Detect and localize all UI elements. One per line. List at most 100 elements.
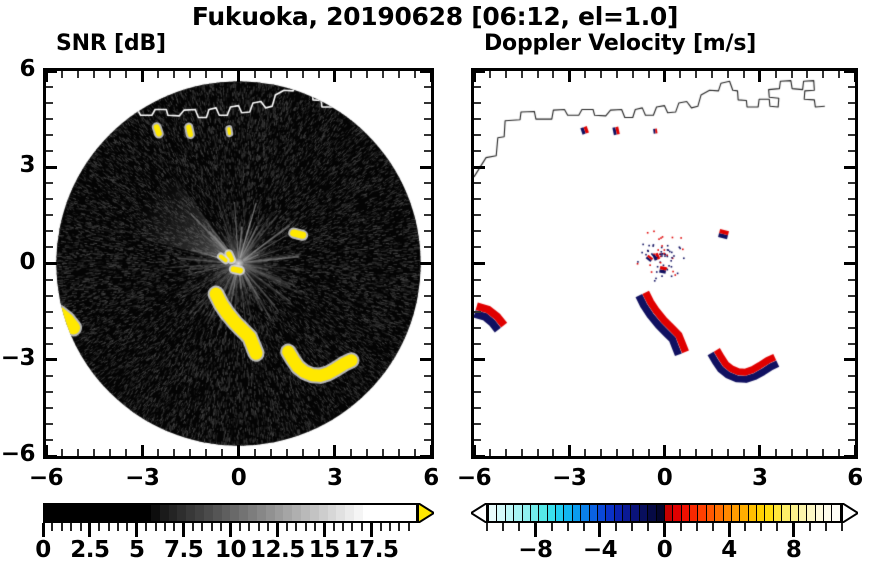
colorbar-minor-tick <box>304 523 307 531</box>
y-minor-tick <box>848 198 855 201</box>
x-major-tick <box>333 71 337 82</box>
x-minor-tick <box>727 449 729 456</box>
x-major-tick <box>44 445 48 456</box>
y-minor-tick <box>46 278 53 281</box>
y-major-tick <box>844 454 855 458</box>
colorbar-minor-tick <box>248 523 251 531</box>
colorbar-minor-tick <box>163 523 166 531</box>
colorbar-minor-tick <box>360 523 363 531</box>
y-axis-tick-label: −6 <box>0 441 36 467</box>
colorbar-minor-tick <box>407 523 410 531</box>
colorbar-minor-tick <box>808 523 811 531</box>
x-major-tick <box>140 445 144 456</box>
y-minor-tick <box>474 422 481 425</box>
x-minor-tick <box>711 449 714 456</box>
y-minor-tick <box>474 438 481 441</box>
x-minor-tick <box>317 71 320 78</box>
colorbar-minor-tick <box>711 523 714 531</box>
doppler-colorbar-gradient <box>487 503 842 523</box>
y-minor-tick <box>474 214 481 217</box>
colorbar-major-tick <box>275 523 279 537</box>
x-minor-tick <box>631 71 634 78</box>
y-minor-tick <box>424 294 431 297</box>
x-major-tick <box>853 71 857 82</box>
y-minor-tick <box>848 86 855 89</box>
y-minor-tick <box>474 86 481 89</box>
y-minor-tick <box>848 278 855 281</box>
colorbar-minor-tick <box>647 523 650 531</box>
colorbar-minor-tick <box>126 523 129 531</box>
y-major-tick <box>844 358 855 362</box>
y-major-tick <box>474 262 485 265</box>
x-axis-tick-label: −6 <box>456 465 492 491</box>
x-minor-tick <box>631 449 634 456</box>
snr-plot-area <box>46 71 431 456</box>
x-major-tick <box>429 71 433 82</box>
doppler-radar-image <box>474 71 855 456</box>
colorbar-tick-label: 17.5 <box>343 537 399 563</box>
y-minor-tick <box>46 406 53 409</box>
x-minor-tick <box>253 71 256 78</box>
y-minor-tick <box>474 182 481 185</box>
y-major-tick <box>420 454 431 458</box>
y-minor-tick <box>46 198 53 201</box>
x-minor-tick <box>647 71 650 78</box>
doppler-colorbar: −8 −4 0 4 8 <box>471 503 858 567</box>
y-major-tick <box>844 69 855 73</box>
y-minor-tick <box>474 310 481 313</box>
colorbar-minor-tick <box>582 523 585 531</box>
x-minor-tick <box>301 71 304 78</box>
snr-colorbar: 0 2.5 5 7.5 10 12.5 15 17.5 <box>35 503 434 567</box>
colorbar-tick-label: 12.5 <box>250 537 305 563</box>
x-minor-tick <box>349 449 352 456</box>
y-major-tick <box>474 69 485 73</box>
snr-colorbar-gradient <box>43 503 418 523</box>
colorbar-minor-tick <box>107 523 110 531</box>
x-minor-tick <box>77 71 80 78</box>
y-minor-tick <box>46 326 53 329</box>
y-minor-tick <box>474 342 481 345</box>
y-minor-tick <box>848 326 855 329</box>
x-axis-tick-label: −3 <box>125 465 160 491</box>
doppler-panel-title: Doppler Velocity [m/s] <box>484 31 757 56</box>
y-minor-tick <box>46 118 53 121</box>
x-minor-tick <box>806 449 809 456</box>
y-minor-tick <box>848 214 855 217</box>
x-minor-tick <box>774 71 777 78</box>
y-minor-tick <box>848 390 855 393</box>
colorbar-tick-label: 15 <box>308 537 341 563</box>
snr-colorbar-over-arrow <box>418 503 434 523</box>
y-minor-tick <box>848 230 855 233</box>
x-minor-tick <box>806 71 809 78</box>
doppler-plot-panel[interactable] <box>471 68 858 459</box>
x-minor-tick <box>679 71 682 78</box>
x-axis-tick-label: 6 <box>847 465 863 491</box>
x-minor-tick <box>381 449 384 456</box>
colorbar-minor-tick <box>295 523 298 531</box>
colorbar-tick-label: 7.5 <box>164 537 204 563</box>
snr-plot-panel[interactable] <box>43 68 434 459</box>
x-minor-tick <box>790 71 793 78</box>
colorbar-minor-tick <box>342 523 344 531</box>
colorbar-minor-tick <box>210 523 213 531</box>
x-major-tick <box>333 445 337 456</box>
x-minor-tick <box>381 71 384 78</box>
x-minor-tick <box>93 449 96 456</box>
x-axis-tick-label: 6 <box>423 465 439 491</box>
y-minor-tick <box>474 278 481 281</box>
x-minor-tick <box>584 71 587 78</box>
x-minor-tick <box>269 71 272 78</box>
y-minor-tick <box>474 246 481 249</box>
x-minor-tick <box>221 449 224 456</box>
snr-colorbar-ticks <box>41 523 434 537</box>
colorbar-minor-tick <box>192 523 194 531</box>
y-minor-tick <box>424 438 431 441</box>
x-minor-tick <box>173 449 176 456</box>
x-major-tick <box>429 445 433 456</box>
colorbar-minor-tick <box>60 523 63 531</box>
colorbar-major-tick <box>229 523 232 537</box>
colorbar-minor-tick <box>173 523 176 531</box>
x-minor-tick <box>679 449 682 456</box>
colorbar-minor-tick <box>154 523 157 531</box>
x-major-tick <box>44 71 48 82</box>
